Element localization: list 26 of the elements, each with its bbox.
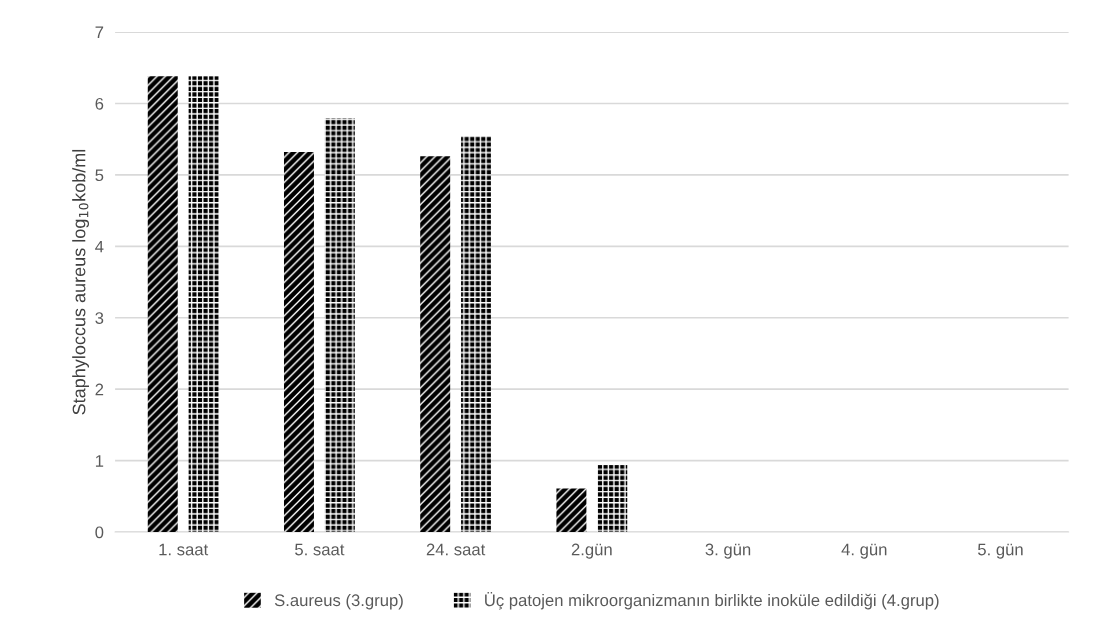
bar — [420, 156, 451, 533]
bar — [461, 136, 492, 533]
x-tick-label: 24. saat — [426, 543, 486, 556]
y-tick-label: 1 — [95, 455, 104, 467]
y-tick-label: 3 — [95, 312, 104, 324]
bar — [324, 118, 355, 533]
bar — [597, 464, 628, 533]
bar — [283, 152, 314, 533]
x-tick-label: 2.gün — [571, 543, 612, 559]
bar — [556, 488, 587, 533]
legend-label: S.aureus (3.grup) — [274, 593, 403, 610]
bar — [188, 76, 219, 533]
x-tick-label: 1. saat — [159, 543, 209, 556]
x-tick-label: 5. saat — [295, 543, 345, 556]
x-tick-label: 5. gün — [977, 543, 1023, 559]
legend-label: Üç patojen mikroorganizmanın birlikte inoküle edildiği (4.grup) — [485, 592, 939, 610]
bar — [147, 76, 178, 533]
y-tick-label: 0 — [95, 526, 104, 539]
y-tick-label: 5 — [95, 169, 104, 182]
y-tick-label: 2 — [95, 383, 104, 396]
y-tick-label: 6 — [95, 97, 104, 110]
y-tick-label: 4 — [95, 240, 104, 253]
x-tick-label: 4. gün — [841, 543, 887, 559]
x-tick-label: 3. gün — [705, 543, 751, 559]
y-tick-label: 7 — [95, 26, 104, 39]
y-axis-title: Staphyloccus aureus log$_{10}$kob/ml — [72, 149, 89, 415]
